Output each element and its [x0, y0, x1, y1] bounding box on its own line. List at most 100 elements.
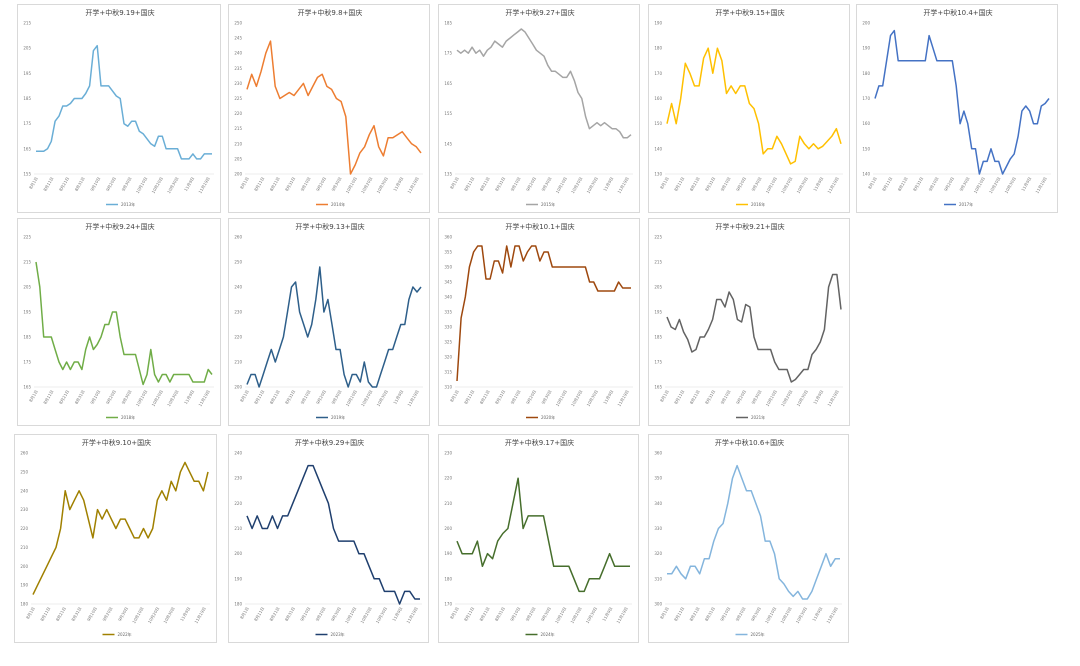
y-tick-label: 175 [23, 121, 31, 126]
x-tick-label: 8月11日 [253, 606, 265, 622]
x-tick-label: 9月10日 [719, 606, 731, 622]
y-tick-label: 200 [234, 551, 242, 556]
chart-panel: 开学+中秋10.6+国庆 300 310 320 330 340 350 360 8月1日 8月1… [648, 434, 849, 643]
x-tick-label: 9月10日 [720, 176, 732, 192]
x-tick-label: 10月10日 [555, 389, 568, 407]
x-tick-label: 11月9日 [183, 389, 195, 405]
x-tick-label: 8月21日 [268, 606, 280, 622]
y-tick-label: 165 [654, 385, 662, 390]
y-tick-label: 220 [444, 476, 452, 481]
y-tick-label: 205 [23, 46, 31, 51]
x-tick-label: 9月20日 [105, 389, 117, 405]
x-tick-label: 8月1日 [239, 606, 250, 620]
x-tick-label: 8月11日 [253, 389, 265, 405]
x-tick-label: 8月11日 [253, 176, 265, 192]
x-tick-label: 8月1日 [28, 389, 39, 403]
chart-panel: 开学+中秋9.10+国庆 180 190 200 210 220 230 240 250 260 8… [14, 434, 217, 643]
x-tick-label: 9月10日 [509, 606, 521, 622]
x-tick-label: 9月10日 [510, 389, 522, 405]
x-tick-label: 11月9日 [392, 389, 404, 405]
y-tick-label: 155 [23, 172, 31, 177]
y-tick-label: 160 [862, 121, 870, 126]
x-tick-label: 11月19日 [406, 389, 419, 407]
y-tick-label: 240 [234, 285, 242, 290]
x-tick-label: 9月10日 [89, 176, 101, 192]
y-tick-label: 355 [444, 250, 452, 255]
y-tick-label: 320 [444, 355, 452, 360]
x-tick-label: 10月30日 [586, 389, 599, 407]
x-tick-label: 9月10日 [299, 606, 311, 622]
chart-title: 开学+中秋9.13+国庆 [295, 222, 364, 231]
y-tick-label: 185 [23, 335, 31, 340]
x-tick-label: 11月9日 [1020, 176, 1032, 192]
chart-svg: 开学+中秋9.29+国庆 180 190 200 210 220 230 240 8月1日 8月1… [234, 438, 422, 637]
y-tick-label: 230 [444, 451, 452, 456]
chart-panel: 开学+中秋9.17+国庆 170 180 190 200 210 220 230 8月1日 8月1… [438, 434, 639, 643]
x-tick-label: 8月31日 [284, 606, 296, 622]
y-tick-label: 130 [654, 172, 662, 177]
y-tick-label: 195 [23, 310, 31, 315]
series-line [456, 28, 632, 139]
x-tick-label: 8月11日 [463, 389, 475, 405]
x-tick-label: 9月30日 [540, 389, 552, 405]
x-tick-label: 8月1日 [449, 606, 460, 620]
y-tick-label: 190 [862, 46, 870, 51]
y-tick-label: 330 [444, 325, 452, 330]
x-tick-label: 8月21日 [58, 176, 70, 192]
x-tick-label: 9月10日 [510, 176, 522, 192]
x-tick-label: 11月19日 [826, 176, 839, 194]
x-tick-label: 10月10日 [131, 606, 144, 624]
y-tick-label: 310 [654, 576, 662, 581]
x-tick-label: 10月20日 [360, 176, 373, 194]
x-tick-label: 8月11日 [881, 176, 893, 192]
x-tick-label: 10月20日 [570, 389, 583, 407]
y-tick-label: 325 [444, 340, 452, 345]
y-tick-label: 220 [20, 526, 28, 531]
x-tick-label: 9月30日 [121, 176, 133, 192]
x-tick-label: 11月9日 [183, 176, 195, 192]
y-tick-label: 135 [444, 172, 452, 177]
series-line [246, 40, 422, 175]
x-tick-label: 8月21日 [479, 176, 491, 192]
x-tick-label: 8月31日 [494, 606, 506, 622]
x-tick-label: 11月19日 [1034, 176, 1047, 194]
chart-title: 开学+中秋9.24+国庆 [85, 222, 154, 231]
y-tick-label: 240 [234, 51, 242, 56]
chart-svg: 开学+中秋9.24+国庆 165 175 185 195 205 215 225 8月1日 8月1… [23, 222, 214, 420]
chart-title: 开学+中秋10.4+国庆 [923, 8, 992, 17]
x-tick-label: 11月19日 [405, 606, 418, 624]
chart-title: 开学+中秋10.6+国庆 [715, 438, 784, 447]
x-tick-label: 8月11日 [673, 176, 685, 192]
x-tick-label: 11月19日 [616, 176, 629, 194]
series-line [666, 273, 842, 383]
series-line [667, 464, 840, 600]
y-tick-label: 360 [444, 235, 452, 240]
y-tick-label: 340 [654, 501, 662, 506]
y-tick-label: 150 [654, 121, 662, 126]
y-tick-label: 230 [234, 476, 242, 481]
x-tick-label: 8月11日 [463, 606, 475, 622]
x-tick-label: 8月31日 [74, 389, 86, 405]
y-tick-label: 180 [20, 602, 28, 607]
y-tick-label: 315 [444, 370, 452, 375]
y-tick-label: 170 [862, 96, 870, 101]
x-tick-label: 8月31日 [70, 606, 82, 622]
x-tick-label: 9月20日 [735, 606, 747, 622]
x-tick-label: 8月31日 [704, 606, 716, 622]
x-tick-label: 10月30日 [586, 176, 599, 194]
y-tick-label: 185 [444, 21, 452, 26]
y-tick-label: 210 [234, 360, 242, 365]
x-tick-label: 9月10日 [928, 176, 940, 192]
y-tick-label: 260 [20, 451, 28, 456]
y-tick-label: 230 [234, 81, 242, 86]
y-tick-label: 150 [862, 146, 870, 151]
chart-title: 开学+中秋9.27+国庆 [505, 8, 574, 17]
chart-panel: 开学+中秋9.8+国庆 200 205 210 215 220 225 230 235 240 24… [228, 4, 430, 213]
chart-svg: 开学+中秋10.1+国庆 310 315 320 325 330 335 340 345 350 3… [444, 222, 633, 420]
x-tick-label: 9月20日 [315, 389, 327, 405]
chart-title: 开学+中秋9.19+国庆 [85, 8, 154, 17]
y-tick-label: 260 [234, 235, 242, 240]
legend-label: 2025年 [751, 631, 765, 637]
x-tick-label: 11月9日 [812, 389, 824, 405]
x-tick-label: 10月20日 [151, 389, 164, 407]
